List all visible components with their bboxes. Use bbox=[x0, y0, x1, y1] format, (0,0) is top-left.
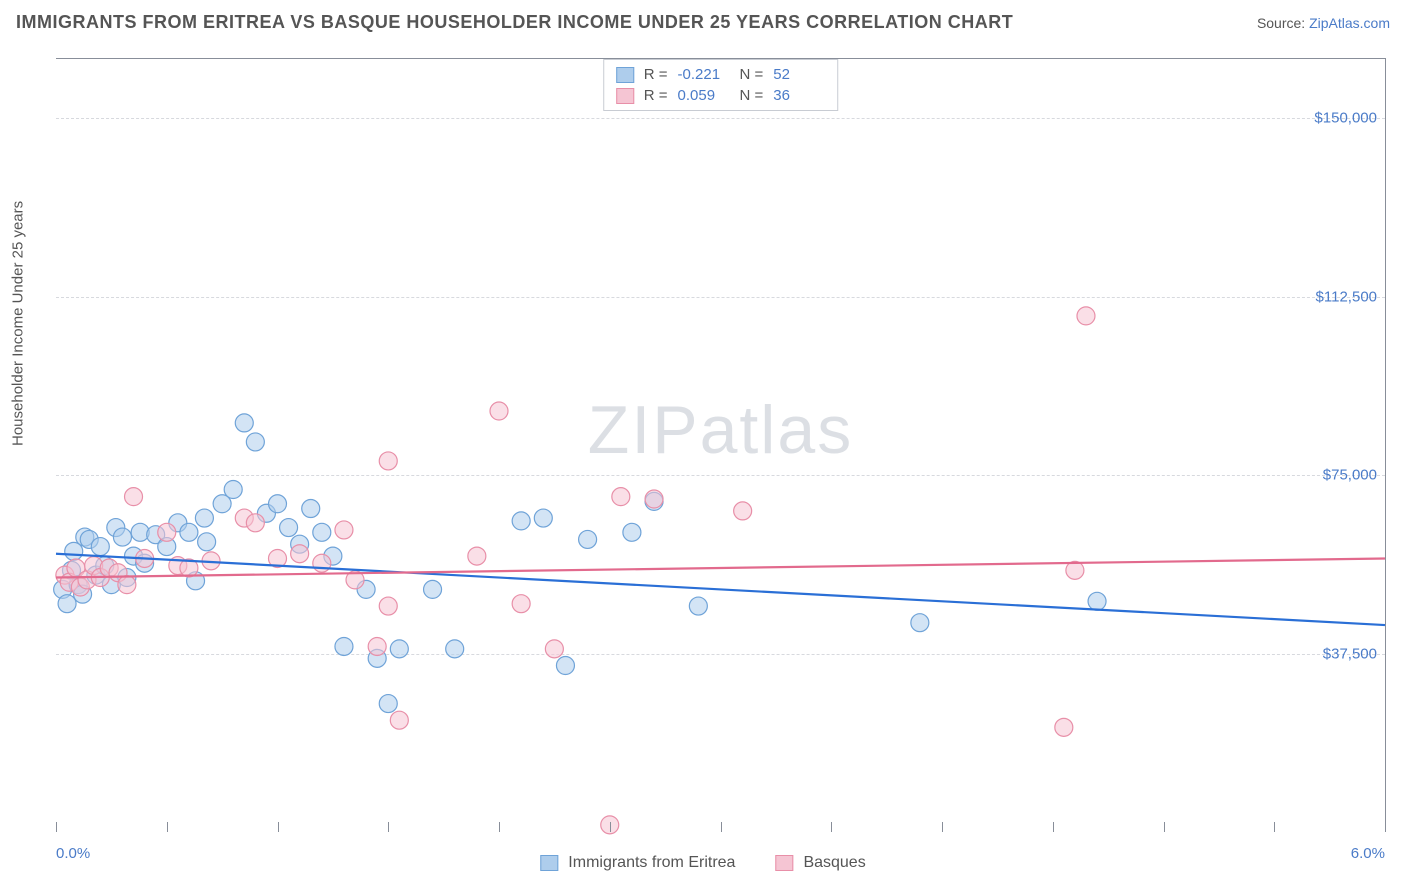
data-point-eritrea bbox=[195, 509, 213, 527]
data-point-eritrea bbox=[390, 640, 408, 658]
source-link[interactable]: ZipAtlas.com bbox=[1309, 15, 1390, 31]
y-axis-label: Householder Income Under 25 years bbox=[10, 201, 27, 446]
x-axis-max-label: 6.0% bbox=[1351, 845, 1385, 862]
data-point-basques bbox=[468, 547, 486, 565]
data-point-eritrea bbox=[91, 538, 109, 556]
source-attribution: Source: ZipAtlas.com bbox=[1257, 15, 1390, 31]
data-point-basques bbox=[335, 521, 353, 539]
x-tick bbox=[610, 822, 611, 832]
data-point-basques bbox=[291, 545, 309, 563]
data-point-basques bbox=[368, 637, 386, 655]
data-point-basques bbox=[734, 502, 752, 520]
data-point-eritrea bbox=[113, 528, 131, 546]
data-point-eritrea bbox=[280, 519, 298, 537]
data-point-eritrea bbox=[689, 597, 707, 615]
data-point-eritrea bbox=[1088, 592, 1106, 610]
trendline-eritrea bbox=[56, 554, 1385, 625]
legend-series: Immigrants from Eritrea Basques bbox=[540, 854, 865, 872]
data-point-eritrea bbox=[512, 512, 530, 530]
n-label: N = bbox=[740, 66, 764, 83]
data-point-basques bbox=[490, 402, 508, 420]
r-value: -0.221 bbox=[678, 66, 730, 83]
legend-label: Basques bbox=[803, 854, 865, 872]
n-label: N = bbox=[740, 87, 764, 104]
x-tick bbox=[1274, 822, 1275, 832]
x-tick bbox=[278, 822, 279, 832]
chart-plot-area: ZIPatlas $37,500$75,000$112,500$150,000 … bbox=[56, 58, 1386, 832]
data-point-basques bbox=[118, 576, 136, 594]
data-point-eritrea bbox=[198, 533, 216, 551]
x-tick bbox=[831, 822, 832, 832]
x-tick bbox=[388, 822, 389, 832]
legend-label: Immigrants from Eritrea bbox=[568, 854, 735, 872]
data-point-eritrea bbox=[911, 614, 929, 632]
data-point-basques bbox=[125, 488, 143, 506]
x-tick bbox=[1164, 822, 1165, 832]
data-point-eritrea bbox=[224, 481, 242, 499]
x-tick bbox=[167, 822, 168, 832]
legend-correlation-box: R = -0.221 N = 52 R = 0.059 N = 36 bbox=[603, 59, 839, 111]
r-label: R = bbox=[644, 87, 668, 104]
data-point-basques bbox=[1055, 718, 1073, 736]
data-point-eritrea bbox=[579, 530, 597, 548]
data-point-basques bbox=[1077, 307, 1095, 325]
data-point-basques bbox=[379, 452, 397, 470]
data-point-basques bbox=[379, 597, 397, 615]
data-point-basques bbox=[313, 554, 331, 572]
data-point-eritrea bbox=[556, 657, 574, 675]
data-point-eritrea bbox=[302, 500, 320, 518]
source-prefix: Source: bbox=[1257, 15, 1309, 31]
x-tick bbox=[56, 822, 57, 832]
x-tick bbox=[499, 822, 500, 832]
data-point-eritrea bbox=[269, 495, 287, 513]
x-tick bbox=[942, 822, 943, 832]
scatter-svg bbox=[56, 59, 1385, 832]
data-point-basques bbox=[246, 514, 264, 532]
x-tick bbox=[1053, 822, 1054, 832]
data-point-eritrea bbox=[313, 523, 331, 541]
legend-swatch bbox=[775, 855, 793, 871]
data-point-eritrea bbox=[180, 523, 198, 541]
data-point-basques bbox=[512, 595, 530, 613]
data-point-basques bbox=[545, 640, 563, 658]
data-point-basques bbox=[390, 711, 408, 729]
r-label: R = bbox=[644, 66, 668, 83]
data-point-basques bbox=[645, 490, 663, 508]
r-value: 0.059 bbox=[678, 87, 730, 104]
data-point-eritrea bbox=[246, 433, 264, 451]
legend-swatch bbox=[540, 855, 558, 871]
data-point-eritrea bbox=[534, 509, 552, 527]
data-point-eritrea bbox=[379, 695, 397, 713]
data-point-eritrea bbox=[235, 414, 253, 432]
legend-swatch bbox=[616, 67, 634, 83]
chart-title: IMMIGRANTS FROM ERITREA VS BASQUE HOUSEH… bbox=[16, 12, 1013, 33]
x-axis-min-label: 0.0% bbox=[56, 845, 90, 862]
legend-stat-row-eritrea: R = -0.221 N = 52 bbox=[616, 64, 826, 85]
trendline-basques bbox=[56, 558, 1385, 577]
n-value: 36 bbox=[773, 87, 825, 104]
legend-stat-row-basques: R = 0.059 N = 36 bbox=[616, 85, 826, 106]
data-point-eritrea bbox=[623, 523, 641, 541]
data-point-eritrea bbox=[446, 640, 464, 658]
x-tick bbox=[721, 822, 722, 832]
legend-item-eritrea: Immigrants from Eritrea bbox=[540, 854, 735, 872]
data-point-basques bbox=[158, 523, 176, 541]
legend-item-basques: Basques bbox=[775, 854, 865, 872]
data-point-eritrea bbox=[335, 637, 353, 655]
data-point-eritrea bbox=[424, 580, 442, 598]
data-point-basques bbox=[612, 488, 630, 506]
legend-swatch bbox=[616, 88, 634, 104]
n-value: 52 bbox=[773, 66, 825, 83]
x-tick bbox=[1385, 822, 1386, 832]
data-point-eritrea bbox=[58, 595, 76, 613]
